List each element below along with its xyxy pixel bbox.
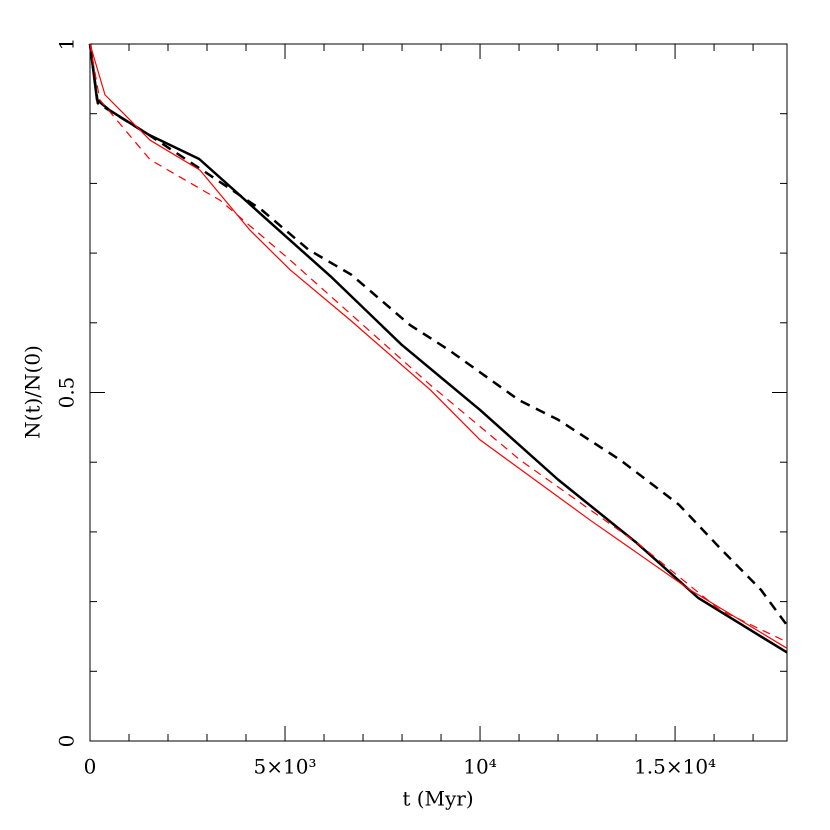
data-line <box>88 43 789 627</box>
y-tick-label: 0.5 <box>55 377 79 409</box>
x-tick-label: 10⁴ <box>463 755 496 779</box>
y-tick-label: 1 <box>55 38 79 51</box>
x-tick-label: 0 <box>84 755 97 779</box>
x-tick-label: 1.5×10⁴ <box>634 755 716 779</box>
data-line <box>88 43 788 654</box>
y-tick-label: 0 <box>55 735 79 748</box>
data-line <box>89 43 788 649</box>
x-axis-label: t (Myr) <box>402 787 473 811</box>
x-tick-label: 5×10³ <box>254 755 317 779</box>
y-axis-label: N(t)/N(0) <box>21 345 45 439</box>
